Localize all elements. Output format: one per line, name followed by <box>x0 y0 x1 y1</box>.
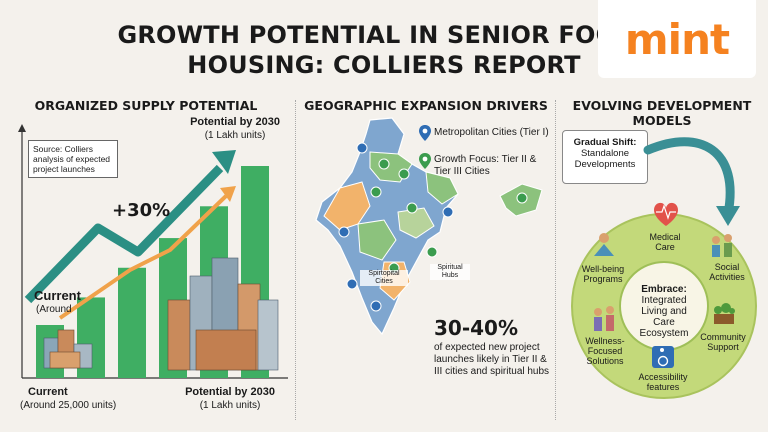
pin-metro-icon <box>370 300 382 312</box>
gradual-shift-text: Standalone Developments <box>574 148 636 170</box>
page-title-line1: GROWTH POTENTIAL IN SENIOR FOCUS <box>117 21 651 49</box>
gradual-shift-title: Gradual Shift: <box>573 137 637 148</box>
map-region-east <box>425 171 459 205</box>
source-note: Source: Colliers analysis of expected pr… <box>28 140 118 178</box>
map-northeast-region <box>499 183 543 217</box>
eco-item-community: Community Support <box>700 332 746 352</box>
potential-top-sub-label: (1 Lakh units) <box>204 130 266 141</box>
eco-item-social: Social Activities <box>709 262 745 282</box>
current-buildings-illustration <box>43 329 93 369</box>
right-section-heading-2: MODELS <box>632 113 692 128</box>
growth-arrow-orange-head-icon <box>220 186 236 202</box>
pin-metro-icon <box>346 278 358 290</box>
chart-y-axis-arrow-icon <box>18 124 26 132</box>
family-group-icon <box>712 234 732 257</box>
stat-text: of expected new project launches likely … <box>434 342 550 377</box>
map-label-spiritual-hubs-1: Spiritual <box>437 264 463 271</box>
map-region-central <box>357 219 397 261</box>
embrace-text: Integrated Living and Care Ecosystem <box>639 295 689 339</box>
pin-metro-icon <box>356 142 368 154</box>
right-section-heading: EVOLVING DEVELOPMENT MODELS <box>558 98 766 128</box>
meditation-person-icon <box>594 233 614 256</box>
growth-arrow-teal <box>24 164 224 304</box>
wheelchair-icon <box>652 346 674 368</box>
stat-value: 30-40% <box>434 316 519 340</box>
shift-arrow-head-icon <box>716 206 740 226</box>
map-label-spiritual-cities-1: Spirtopital <box>368 270 400 277</box>
potential-bottom-label: Potential by 2030 <box>185 386 275 398</box>
embrace-block: Embrace: Integrated Living and Care Ecos… <box>630 284 698 339</box>
pin-growth-icon <box>398 168 410 180</box>
growth-arrow-teal-head-icon <box>212 150 236 174</box>
page-title-line2: HOUSING: COLLIERS REPORT <box>187 51 581 79</box>
growth-percent-label: +30% <box>112 200 171 221</box>
eco-item-wellbeing: Well-being Programs <box>581 264 625 284</box>
shift-arrow <box>643 137 735 219</box>
india-map <box>315 117 459 336</box>
map-label-spiritual-cities: Spirtopital Cities <box>360 270 408 286</box>
map-label-spiritual-hubs-2: Hubs <box>441 272 459 279</box>
embrace-title: Embrace: <box>641 284 687 295</box>
section-divider-2 <box>555 100 556 420</box>
map-region-eastcentral <box>397 207 435 239</box>
eco-item-accessibility: Accessibility features <box>638 372 688 392</box>
current-label: Current <box>34 288 81 303</box>
map-label-spiritual-hubs: Spiritual Hubs <box>430 264 470 280</box>
chart-bar-3 <box>118 267 146 378</box>
current-sub-label: (Around <box>36 304 72 315</box>
pin-growth-icon <box>406 202 418 214</box>
page-title: GROWTH POTENTIAL IN SENIOR FOCUS HOUSING… <box>0 20 768 80</box>
pin-growth-icon <box>426 246 438 258</box>
growth-arrow-orange <box>58 194 228 320</box>
section-divider-1 <box>295 100 296 420</box>
left-section-heading: ORGANIZED SUPPLY POTENTIAL <box>34 98 258 113</box>
potential-top-label: Potential by 2030 <box>190 116 280 128</box>
potential-bottom-sub-label: (1 Lakh units) <box>199 400 261 411</box>
future-buildings-illustration <box>167 257 279 371</box>
brand-logo: mint <box>598 0 756 78</box>
eco-item-wellness: Wellness-Focused Solutions <box>585 336 625 366</box>
legend-growth-label-2: Tier III Cities <box>434 166 490 177</box>
eco-item-medical: Medical Care <box>649 232 681 252</box>
heart-monitor-icon <box>654 202 678 226</box>
elderly-group-icon <box>594 306 614 331</box>
legend-growth-pin-icon <box>419 153 431 169</box>
pin-growth-icon <box>516 192 528 204</box>
brand-logo-text: mint <box>624 14 730 64</box>
current-bottom-sub-label: (Around 25,000 units) <box>20 400 117 411</box>
map-label-spiritual-cities-2: Cities <box>375 278 393 285</box>
gradual-shift-box: Gradual Shift: Standalone Developments <box>562 130 648 184</box>
pin-metro-icon <box>338 226 350 238</box>
legend-metro-label: Metropolitan Cities (Tier I) <box>434 127 549 138</box>
middle-section-heading: GEOGRAPHIC EXPANSION DRIVERS <box>304 98 548 113</box>
legend-growth-label-1: Growth Focus: Tier II & <box>434 154 537 165</box>
pin-growth-icon <box>370 186 382 198</box>
garden-plants-icon <box>714 303 735 324</box>
current-bottom-label: Current <box>28 386 68 398</box>
pin-growth-icon <box>378 158 390 170</box>
legend-metro-pin-icon <box>419 125 431 141</box>
right-section-heading-1: EVOLVING DEVELOPMENT <box>572 98 752 113</box>
pin-metro-icon <box>442 206 454 218</box>
